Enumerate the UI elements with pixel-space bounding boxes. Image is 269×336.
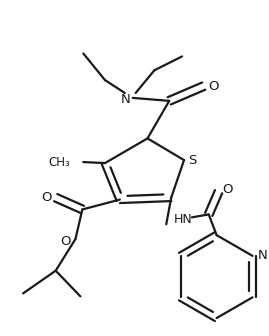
Text: N: N	[121, 93, 131, 107]
Text: O: O	[60, 235, 71, 248]
Text: O: O	[41, 191, 52, 204]
Text: N: N	[257, 249, 267, 262]
Text: S: S	[188, 154, 196, 167]
Text: O: O	[222, 183, 233, 196]
Text: HN: HN	[174, 213, 193, 226]
Text: O: O	[208, 80, 219, 92]
Text: CH₃: CH₃	[49, 156, 70, 169]
